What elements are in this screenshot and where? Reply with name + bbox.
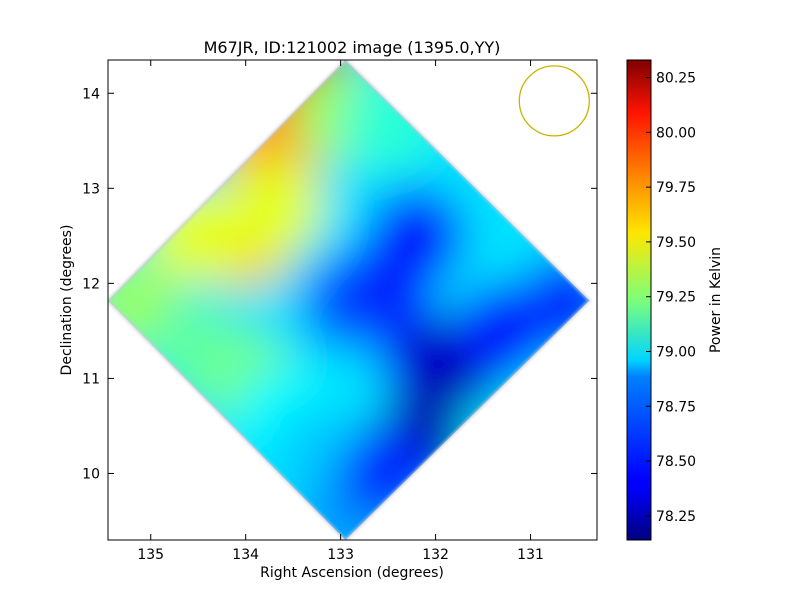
x-axis-label: Right Ascension (degrees) bbox=[260, 565, 444, 581]
y-tick-label: 12 bbox=[82, 276, 100, 292]
heatmap-sample bbox=[520, 254, 590, 351]
colorbar: 78.25 78.50 78.75 79.00 79.25 79.50 79.75 80.00… bbox=[626, 59, 724, 541]
heatmap-sample bbox=[108, 254, 180, 351]
x-tick-label: 131 bbox=[517, 547, 544, 563]
heatmap-field bbox=[108, 60, 592, 540]
x-tick-label: 133 bbox=[327, 547, 354, 563]
x-axis-ticks: 135 134 133 132 131 bbox=[137, 60, 544, 563]
map-footprint bbox=[108, 60, 592, 540]
colorbar-ticks: 78.25 78.50 78.75 79.00 79.25 79.50 79.75 80.00… bbox=[646, 71, 696, 525]
y-tick-label: 13 bbox=[82, 181, 100, 197]
colorbar-tick-label: 79.75 bbox=[656, 180, 696, 196]
x-tick-label: 135 bbox=[137, 547, 164, 563]
y-tick-label: 11 bbox=[82, 371, 100, 387]
plot-frame bbox=[107, 59, 598, 541]
beam-marker bbox=[518, 65, 590, 137]
heatmap-sample bbox=[340, 73, 437, 170]
x-tick-label: 132 bbox=[422, 547, 449, 563]
colorbar-tick-label: 80.25 bbox=[656, 71, 696, 87]
heatmap-sample bbox=[368, 187, 465, 284]
colorbar-label: Power in Kelvin bbox=[708, 247, 724, 353]
colorbar-tick-label: 79.50 bbox=[656, 235, 696, 251]
heatmap-sample bbox=[226, 159, 323, 256]
y-axis-ticks: 10 11 12 13 14 bbox=[82, 86, 597, 482]
colorbar-tick-label: 80.00 bbox=[656, 125, 696, 141]
y-tick-label: 14 bbox=[82, 86, 100, 102]
colorbar-tick-label: 78.75 bbox=[656, 399, 696, 415]
heatmap-sample bbox=[340, 425, 437, 522]
x-tick-label: 134 bbox=[232, 547, 259, 563]
colorbar-tick-label: 78.25 bbox=[656, 509, 696, 525]
colorbar-tick-label: 79.25 bbox=[656, 290, 696, 306]
colorbar-tick-label: 79.00 bbox=[656, 345, 696, 361]
colorbar-tick-label: 78.50 bbox=[656, 454, 696, 470]
y-tick-label: 10 bbox=[82, 466, 100, 482]
colorbar-gradient bbox=[626, 59, 652, 541]
chart-title: M67JR, ID:121002 image (1395.0,YY) bbox=[204, 38, 501, 57]
y-axis-label: Declination (degrees) bbox=[59, 225, 75, 376]
